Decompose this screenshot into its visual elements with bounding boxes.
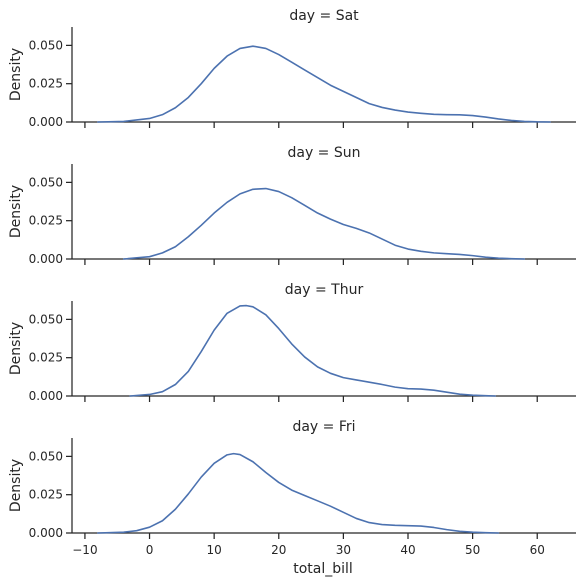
kde-series-line: [97, 45, 551, 123]
x-tick-label: 40: [400, 543, 415, 557]
y-tick-label: 0.050: [29, 449, 63, 463]
x-axis-label: total_bill: [293, 561, 353, 577]
facet-panel: day = Sun 0.000 0.025 0.050 Density: [8, 145, 576, 266]
x-tick-label: 0: [146, 543, 154, 557]
y-tick-label: 0.025: [29, 214, 63, 228]
y-axis-label: Density: [8, 48, 24, 101]
y-tick-label: 0.000: [29, 252, 63, 266]
y-tick-label: 0.050: [29, 38, 63, 52]
x-tick-label: 10: [207, 543, 222, 557]
y-tick-label: 0.025: [29, 488, 63, 502]
facet-panel: day = Sat 0.000 0.025 0.050 Density: [8, 8, 576, 129]
y-tick-label: 0.025: [29, 351, 63, 365]
panel-title: day = Sun: [287, 145, 360, 161]
x-tick-label: 20: [271, 543, 286, 557]
x-tick-label: 60: [530, 543, 545, 557]
y-tick-label: 0.000: [29, 115, 63, 129]
y-tick-label: 0.000: [29, 389, 63, 403]
y-tick-label: 0.050: [29, 175, 63, 189]
y-axis-label: Density: [8, 185, 24, 238]
facet-panel: day = Fri 0.000 0.025 0.050 Density −10 0 10 20 3…: [8, 419, 576, 557]
x-tick-label: 50: [465, 543, 480, 557]
y-tick-label: 0.050: [29, 312, 63, 326]
y-tick-label: 0.025: [29, 77, 63, 91]
y-axis-label: Density: [8, 322, 24, 375]
panel-title: day = Sat: [289, 8, 359, 24]
y-axis-label: Density: [8, 459, 24, 512]
facet-panel: day = Thur 0.000 0.025 0.050 Density: [8, 282, 576, 403]
kde-series-line: [129, 304, 497, 397]
y-tick-label: 0.000: [29, 526, 63, 540]
kde-series-line: [122, 187, 526, 260]
panel-title: day = Thur: [285, 282, 364, 298]
panel-title: day = Fri: [292, 419, 355, 435]
x-tick-label: −10: [72, 543, 97, 557]
kde-series-line: [97, 452, 500, 534]
x-tick-label: 30: [336, 543, 351, 557]
